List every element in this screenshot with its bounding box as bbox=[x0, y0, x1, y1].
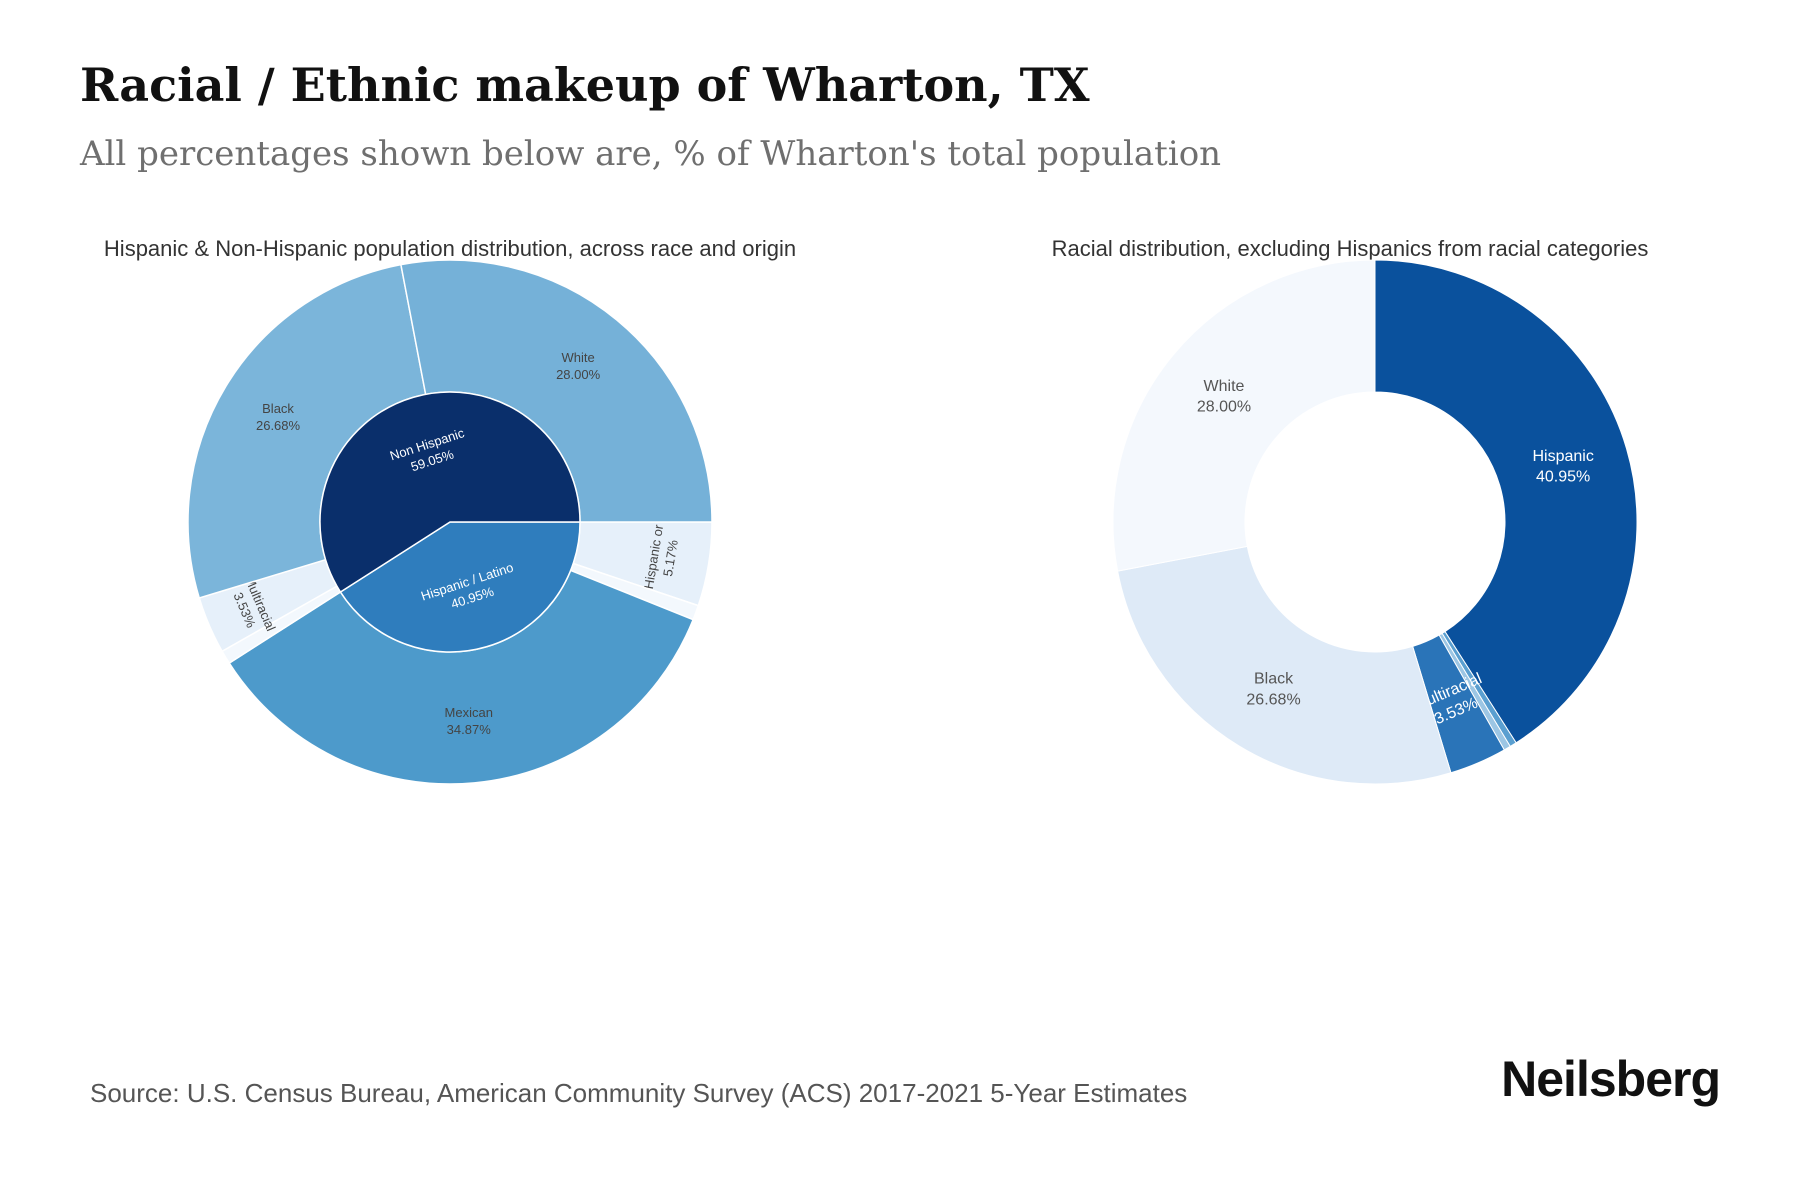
inner-slice-non-hispanic bbox=[319, 391, 581, 594]
donut-black-value-label: 26.68% bbox=[1246, 691, 1300, 708]
brand-logo: Neilsberg bbox=[1501, 1051, 1721, 1107]
sunburst-chart-panel: Hispanic & Non-Hispanic population distr… bbox=[103, 236, 797, 785]
donut-slice-hispanic bbox=[1374, 259, 1638, 744]
donut-chart-panel: Racial distribution, excluding Hispanics… bbox=[900, 0, 1800, 1200]
outer-black-name-label: Black bbox=[262, 401, 294, 416]
outer-other-hispanic-or-latino-value-label: 5.17% bbox=[660, 538, 681, 577]
page-title: Racial / Ethnic makeup of Wharton, TX bbox=[80, 58, 1090, 112]
outer-mexican-value-label: 34.87% bbox=[447, 722, 492, 737]
sunburst-chart: Other Hispanic or Latino5.17%Mexican34.8… bbox=[187, 259, 713, 785]
outer-white-name-label: White bbox=[562, 350, 595, 365]
page-subtitle: All percentages shown below are, % of Wh… bbox=[80, 134, 1222, 174]
donut-hispanic-value-label: 40.95% bbox=[1536, 469, 1590, 486]
donut-slice-black bbox=[1117, 545, 1452, 785]
donut-slice-white bbox=[1112, 259, 1376, 572]
source-note: Source: U.S. Census Bureau, American Com… bbox=[90, 1078, 1188, 1108]
outer-mexican-name-label: Mexican bbox=[445, 705, 493, 720]
donut-chart-title: Racial distribution, excluding Hispanics… bbox=[1051, 236, 1649, 261]
donut-white-value-label: 28.00% bbox=[1197, 399, 1251, 416]
donut-hispanic-name-label: Hispanic bbox=[1532, 448, 1593, 465]
donut-black-name-label: Black bbox=[1254, 671, 1294, 688]
outer-black-value-label: 26.68% bbox=[256, 418, 301, 433]
donut-chart: Hispanic40.95%Multiracial3.53%Black26.68… bbox=[1112, 259, 1638, 785]
sunburst-chart-title: Hispanic & Non-Hispanic population distr… bbox=[103, 236, 797, 261]
outer-white-value-label: 28.00% bbox=[556, 367, 601, 382]
donut-white-name-label: White bbox=[1204, 378, 1245, 395]
